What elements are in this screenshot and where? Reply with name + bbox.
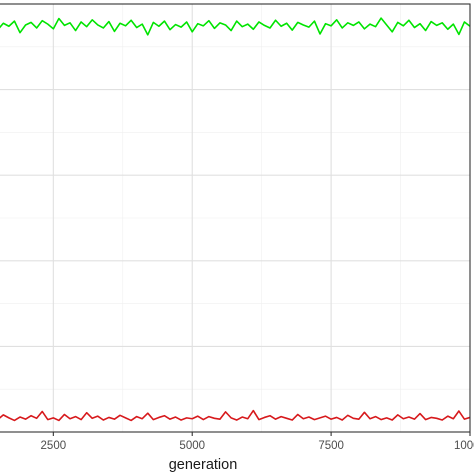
x-tick-label: 5000 — [179, 440, 205, 452]
x-axis-ticks — [52, 432, 471, 436]
x-tick-label: 10000 — [454, 440, 474, 452]
series-line-1 — [0, 17, 471, 36]
plot-panel-border — [0, 3, 471, 433]
x-tick-label: 2500 — [41, 440, 67, 452]
x-axis-tick-labels: 2500 5000 7500 10000 — [41, 440, 474, 452]
x-tick-label: 7500 — [318, 440, 344, 452]
minor-gridlines-y — [0, 46, 470, 390]
series-line-2 — [0, 409, 471, 422]
x-axis-title: generation — [169, 457, 238, 473]
series-layer — [0, 17, 471, 422]
